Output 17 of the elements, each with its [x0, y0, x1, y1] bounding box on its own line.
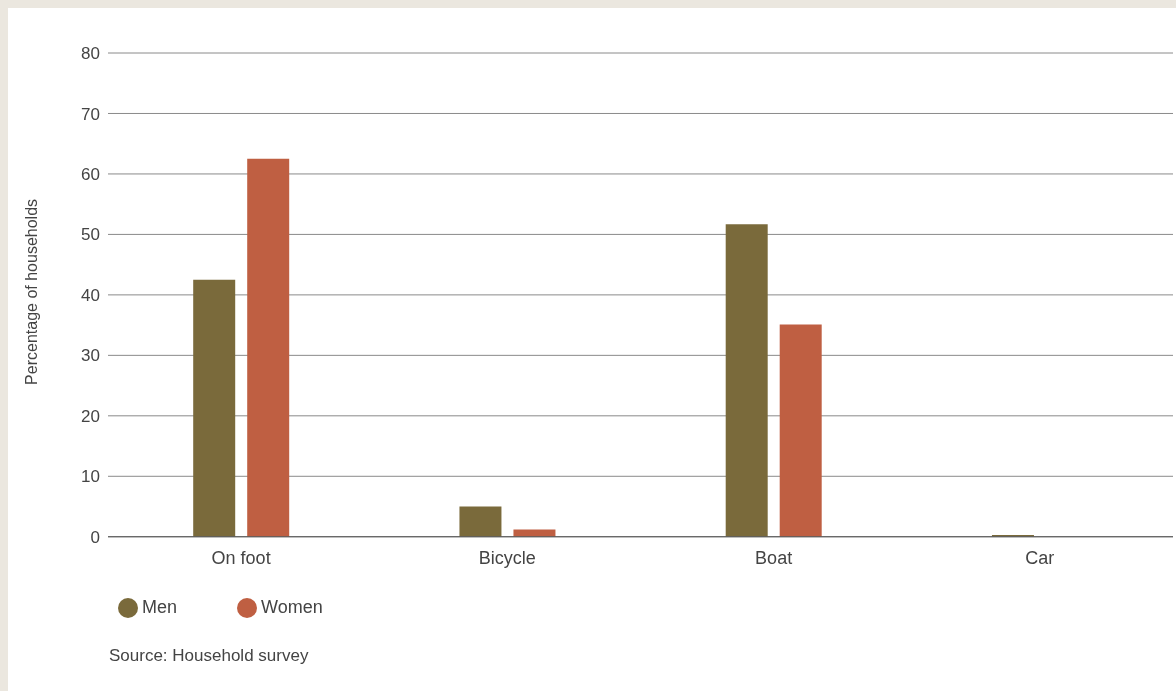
y-tick-label: 80 — [81, 44, 100, 64]
x-tick-label: Car — [1025, 547, 1055, 568]
y-tick-label: 70 — [81, 104, 100, 124]
y-tick-label: 60 — [81, 164, 100, 184]
y-tick-label: 10 — [81, 467, 100, 487]
x-tick-label: On foot — [211, 547, 271, 568]
y-tick-label: 20 — [81, 406, 100, 426]
legend-label: Men — [142, 596, 178, 617]
y-axis-title: Percentage of households — [22, 198, 40, 385]
y-tick-label: 50 — [81, 225, 100, 245]
y-tick-label: 0 — [90, 527, 100, 547]
y-tick-label: 40 — [81, 285, 100, 305]
x-tick-label: Boat — [755, 547, 793, 568]
legend-label: Women — [261, 596, 323, 617]
y-tick-label: 30 — [81, 346, 100, 366]
x-tick-label: Bicycle — [478, 547, 536, 568]
source-note: Source: Household survey — [109, 646, 309, 666]
